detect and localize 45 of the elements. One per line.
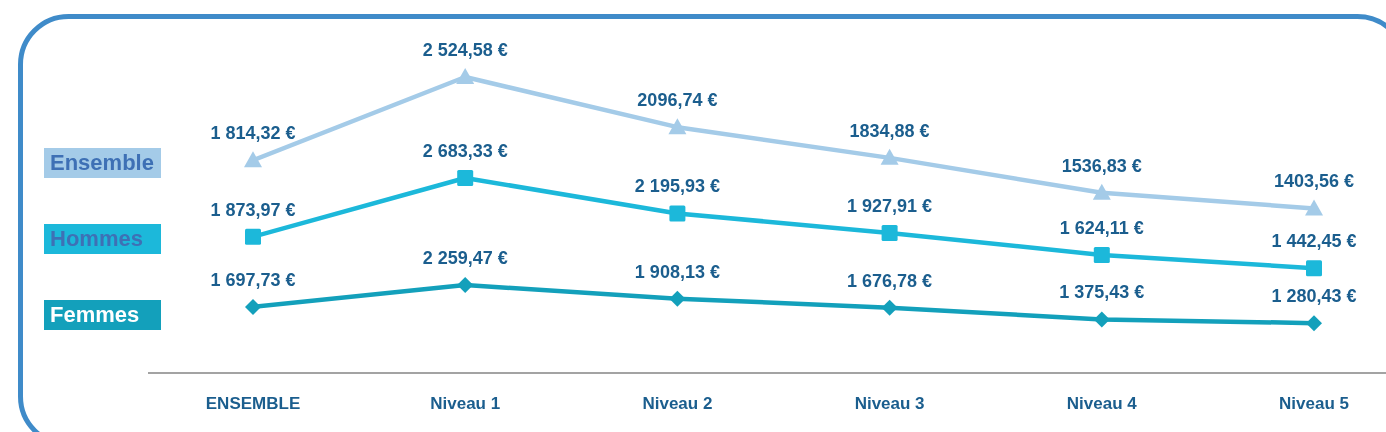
data-label: 2 683,33 € [422,141,508,161]
point [881,224,898,241]
data-label: 1 927,91 € [847,195,933,216]
data-label: 1 280,43 € [1271,286,1357,307]
point [245,298,261,315]
point [1306,315,1322,332]
x-tick-label: Niveau 4 [1066,394,1138,414]
data-label: 1 442,45 € [1271,231,1357,252]
data-label: 2 259,47 € [422,248,508,268]
data-label: 1 908,13 € [634,261,720,282]
text: Femmes [50,302,140,328]
data-label: 1403,56 € [1273,171,1355,192]
data-label: 1 873,97 € [210,199,296,220]
x-tick-label: Niveau 3 [854,394,925,414]
point [668,118,687,135]
point [669,290,686,307]
x-tick-label: Niveau 5 [1279,394,1349,414]
data-label: 1 814,32 € [210,123,296,144]
x-tick-label: Niveau 1 [430,394,501,414]
point [1093,311,1110,328]
point [881,299,898,316]
data-label: 1 375,43 € [1059,282,1145,303]
data-label: 1 676,78 € [847,270,933,291]
data-label: 2096,74 € [637,90,718,111]
data-label: 1834,88 € [849,120,930,141]
data-label: 2 524,58 € [422,40,508,60]
point [1306,260,1322,277]
point [880,148,899,165]
data-label: 1536,83 € [1061,155,1142,176]
data-label: 2 195,93 € [634,176,720,197]
data-label: 1 624,11 € [1059,217,1144,238]
point [457,277,474,293]
text: Ensemble [50,150,154,176]
x-tick-label: Niveau 2 [642,394,713,414]
data-label: 1 697,73 € [210,269,296,290]
point [1305,199,1323,216]
point [457,170,474,186]
point [456,68,475,84]
text: Hommes [50,226,143,252]
point [669,205,686,222]
x-tick-label: ENSEMBLE [205,394,301,414]
point [1092,183,1111,200]
point [245,228,261,245]
point [1093,246,1110,263]
point [244,151,262,168]
